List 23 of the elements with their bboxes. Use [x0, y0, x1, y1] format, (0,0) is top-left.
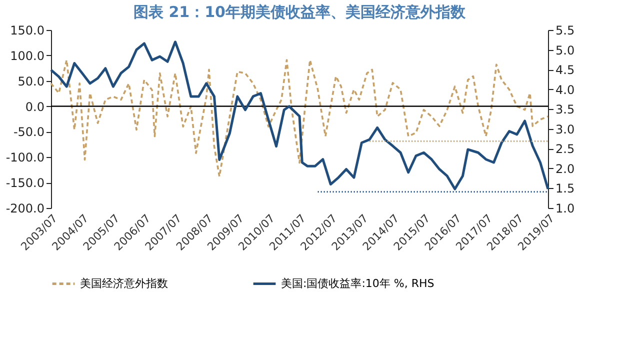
y2-tick-label: 1.5: [556, 182, 575, 196]
y-tick-label: 100.0: [10, 48, 44, 63]
y-tick-label: 50.0: [18, 74, 44, 88]
y2-tick-label: 1.0: [556, 202, 575, 216]
legend-label: 美国经济意外指数: [80, 276, 168, 290]
y2-tick-label: 5.0: [556, 43, 575, 58]
y2-tick-label: 3.5: [556, 102, 575, 117]
y-tick-label: -50.0: [13, 125, 44, 140]
chart-title: 图表 21：10年期美债收益率、美国经济意外指数: [134, 3, 466, 21]
y2-tick-label: 2.5: [556, 142, 575, 156]
y-tick-label: -100.0: [6, 150, 44, 165]
y2-tick-label: 4.5: [556, 63, 575, 78]
y-tick-label: -200.0: [6, 202, 44, 216]
line-series: [50, 59, 549, 178]
line-series: [50, 40, 550, 190]
legend-label: 美国:国债收益率:10年 %, RHS: [281, 276, 434, 290]
y2-tick-label: 2.0: [556, 162, 575, 176]
y-tick-label: 150.0: [10, 24, 44, 38]
y-tick-label: 0.0: [25, 100, 44, 114]
y-tick-label: -150.0: [6, 176, 44, 190]
y2-tick-label: 4.0: [556, 82, 575, 97]
y2-tick-label: 3.0: [556, 122, 575, 136]
y2-tick-label: 5.5: [556, 24, 575, 38]
